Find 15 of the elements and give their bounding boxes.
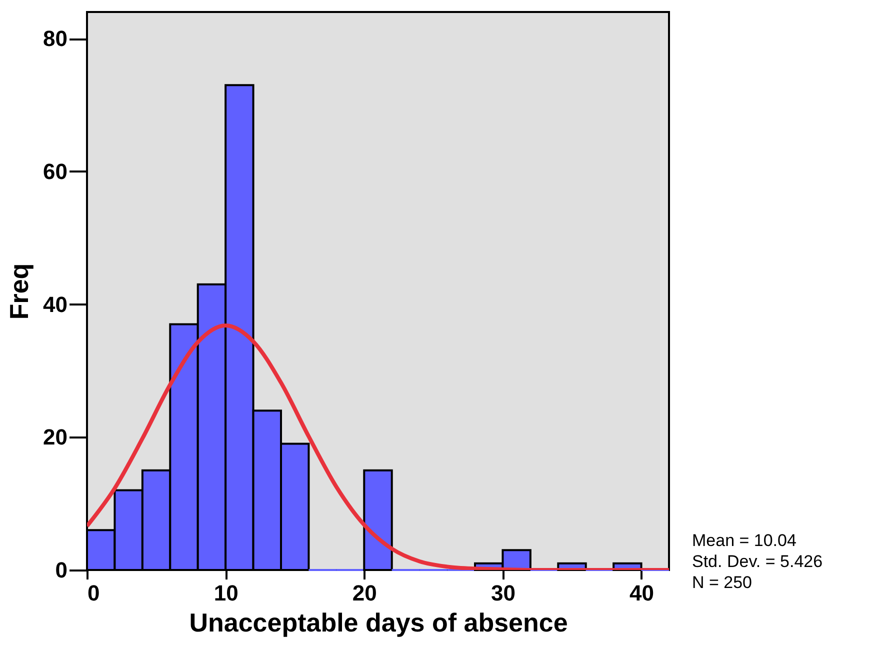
x-tick-label: 20 <box>352 580 377 606</box>
y-tick-label: 0 <box>55 558 68 582</box>
y-tick-label: 20 <box>43 424 68 450</box>
y-tick-label: 80 <box>43 26 68 52</box>
text: N = 250 <box>692 572 754 593</box>
text: Mean = 10.04 <box>692 530 798 551</box>
x-axis-title: Unacceptable days of absence <box>189 608 568 638</box>
x-tick-label: 10 <box>214 580 238 606</box>
x-tick-label: 40 <box>630 580 654 606</box>
x-tick-label: 30 <box>490 580 516 606</box>
y-tick-label: 60 <box>43 158 68 184</box>
text: Std. Dev. = 5.426 <box>692 551 823 572</box>
x-tick-label: 0 <box>88 580 100 606</box>
y-tick-label: 40 <box>43 292 68 317</box>
y-axis-title: Freq <box>4 263 34 320</box>
